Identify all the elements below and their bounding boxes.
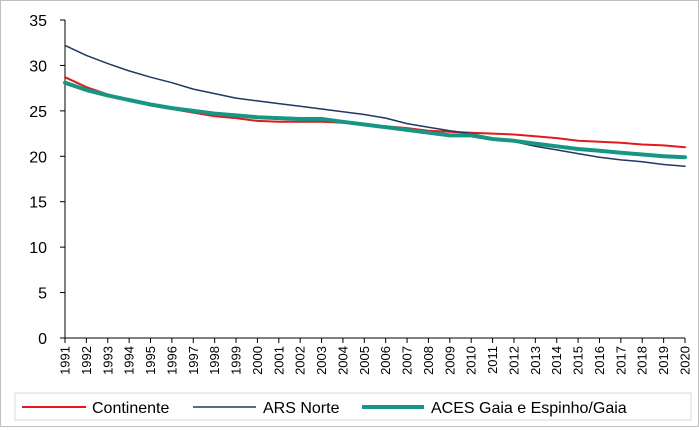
x-tick-label: 2004 <box>335 346 350 375</box>
x-tick-label: 2012 <box>506 346 521 375</box>
legend-label: Continente <box>92 400 169 417</box>
x-tick-label: 2010 <box>464 346 479 375</box>
x-axis-ticks: 1991 1992 1993 1994 1995 1996 1997 1998 1999 2000… <box>58 338 693 375</box>
x-tick-label: 2016 <box>592 346 607 375</box>
x-tick-label: 2006 <box>378 346 393 375</box>
x-tick-label: 2014 <box>549 346 564 375</box>
x-tick-label: 2008 <box>421 346 436 375</box>
y-tick-label: 30 <box>29 58 47 75</box>
y-tick-label: 15 <box>29 195 47 212</box>
x-tick-label: 2015 <box>571 346 586 375</box>
x-tick-label: 2000 <box>250 346 265 375</box>
x-tick-label: 2020 <box>678 346 693 375</box>
x-tick-label: 1998 <box>207 346 222 375</box>
x-tick-label: 1996 <box>164 346 179 375</box>
y-axis-ticks: 0 5 10 15 20 25 30 35 <box>29 13 65 348</box>
x-tick-label: 2011 <box>485 346 500 374</box>
x-tick-label: 1997 <box>186 346 201 375</box>
y-tick-label: 35 <box>29 13 47 30</box>
x-tick-label: 2003 <box>314 346 329 375</box>
y-tick-label: 10 <box>29 240 47 257</box>
y-tick-label: 0 <box>38 331 47 348</box>
x-tick-label: 1995 <box>143 346 158 375</box>
axes <box>64 20 685 339</box>
x-tick-label: 2019 <box>656 346 671 375</box>
x-tick-label: 2005 <box>357 346 372 375</box>
x-tick-label: 2009 <box>442 346 457 375</box>
x-tick-label: 1991 <box>58 346 73 375</box>
x-tick-label: 2013 <box>528 346 543 375</box>
series-lines <box>63 44 687 168</box>
series-line-0 <box>64 76 686 149</box>
x-tick-label: 2002 <box>293 346 308 375</box>
series-line-2 <box>63 80 687 160</box>
legend-box <box>14 392 692 421</box>
series-line-1 <box>64 44 686 168</box>
x-tick-label: 1993 <box>100 346 115 375</box>
y-tick-label: 25 <box>29 104 47 121</box>
x-tick-label: 1992 <box>79 346 94 375</box>
legend-label: ARS Norte <box>263 400 340 417</box>
x-tick-label: 2007 <box>400 346 415 375</box>
x-tick-label: 2018 <box>635 346 650 375</box>
legend: Continente ARS Norte ACES Gaia e Espinho/G… <box>14 392 692 421</box>
x-tick-label: 2017 <box>613 346 628 375</box>
y-tick-label: 5 <box>38 286 47 303</box>
legend-label: ACES Gaia e Espinho/Gaia <box>431 400 627 417</box>
y-tick-label: 20 <box>29 149 47 166</box>
x-tick-label: 1999 <box>229 346 244 375</box>
x-tick-label: 2001 <box>271 346 286 375</box>
x-tick-label: 1994 <box>122 346 137 375</box>
